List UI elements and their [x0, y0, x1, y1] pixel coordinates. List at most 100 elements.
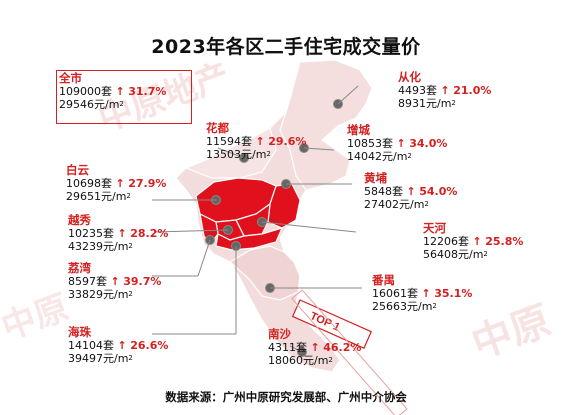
district-change: 35.1% [434, 287, 473, 300]
up-arrow-icon: ↑ [396, 137, 406, 150]
sets-unit: 套 [101, 177, 112, 190]
price-unit: 元/m [103, 352, 129, 365]
price-unit-sup: 2 [128, 354, 133, 362]
district-change: 46.2% [323, 341, 362, 354]
district-change: 34.0% [409, 137, 448, 150]
sets-unit: 套 [241, 135, 252, 148]
district-volume: 4493 [398, 84, 426, 97]
price-unit-sup: 2 [407, 152, 412, 160]
district-change: 31.7% [128, 85, 167, 98]
sets-unit: 套 [382, 137, 393, 150]
sets-unit: 套 [296, 341, 307, 354]
price-unit: 元/m [426, 97, 452, 110]
district-change: 54.0% [419, 185, 458, 198]
price-unit-sup: 2 [424, 200, 429, 208]
district-name: 天河 [423, 221, 446, 235]
sets-unit: 套 [101, 85, 112, 98]
district-name: 增城 [347, 123, 370, 137]
district-volume: 14104 [68, 339, 103, 352]
district-name: 白云 [66, 163, 89, 177]
sets-unit: 套 [103, 339, 114, 352]
up-arrow-icon: ↑ [472, 235, 482, 248]
price-unit: 元/m [101, 190, 127, 203]
up-arrow-icon: ↑ [115, 85, 125, 98]
district-name: 越秀 [68, 213, 91, 227]
district-volume: 10853 [347, 137, 382, 150]
price-unit-sup: 2 [328, 356, 333, 364]
district-volume: 5848 [364, 185, 392, 198]
up-arrow-icon: ↑ [110, 275, 120, 288]
price-unit: 元/m [303, 354, 329, 367]
district-name: 荔湾 [68, 261, 91, 275]
district-name: 南沙 [268, 327, 291, 341]
up-arrow-icon: ↑ [117, 227, 127, 240]
up-arrow-icon: ↑ [115, 177, 125, 190]
up-arrow-icon: ↑ [117, 339, 127, 352]
district-label-zengcheng: 增城 10853套 ↑ 34.0% 14042元/m2 [347, 123, 448, 164]
price-unit: 元/m [407, 300, 433, 313]
district-price: 25663 [372, 300, 407, 313]
district-volume: 10235 [68, 227, 103, 240]
price-unit-sup: 2 [432, 302, 437, 310]
sets-unit: 套 [426, 84, 437, 97]
price-unit-sup: 2 [126, 192, 131, 200]
district-change: 26.6% [130, 339, 169, 352]
district-volume: 4311 [268, 341, 296, 354]
district-label-panyu: 番禺 16061套 ↑ 35.1% 25663元/m2 [372, 273, 473, 314]
district-label-total: 全市 109000套 ↑ 31.7% 29546元/m2 [59, 71, 167, 112]
price-unit-sup: 2 [451, 99, 456, 107]
district-price: 33829 [68, 288, 103, 301]
district-volume: 12206 [423, 235, 458, 248]
sets-unit: 套 [458, 235, 469, 248]
price-unit: 元/m [399, 198, 425, 211]
map-region-panyu [228, 245, 301, 301]
district-price: 8931 [398, 97, 426, 110]
district-price: 43239 [68, 240, 103, 253]
district-label-huangpu: 黄埔 5848套 ↑ 54.0% 27402元/m2 [364, 171, 458, 212]
district-volume: 109000 [59, 85, 101, 98]
price-unit: 元/m [94, 98, 120, 111]
price-unit: 元/m [382, 150, 408, 163]
price-unit-sup: 2 [483, 250, 488, 258]
district-name: 黄埔 [364, 171, 387, 185]
up-arrow-icon: ↑ [421, 287, 431, 300]
price-unit-sup: 2 [119, 100, 124, 108]
district-price: 27402 [364, 198, 399, 211]
district-label-conghua: 从化 4493套 ↑ 21.0% 8931元/m2 [398, 70, 492, 111]
district-volume: 11594 [206, 135, 241, 148]
district-volume: 10698 [66, 177, 101, 190]
district-label-liwan: 荔湾 8597套 ↑ 39.7% 33829元/m2 [68, 261, 162, 302]
district-label-tianhe: 天河 12206套 ↑ 25.8% 56408元/m2 [423, 221, 524, 262]
district-price: 18060 [268, 354, 303, 367]
district-change: 28.2% [130, 227, 169, 240]
district-name: 番禺 [372, 273, 395, 287]
page-title: 2023年各区二手住宅成交量价 [151, 36, 421, 58]
map-region-zengcheng [279, 59, 373, 191]
sets-unit: 套 [407, 287, 418, 300]
price-unit: 元/m [103, 240, 129, 253]
district-name: 全市 [59, 71, 82, 85]
district-change: 21.0% [453, 84, 492, 97]
district-change: 39.7% [123, 275, 162, 288]
district-price: 39497 [68, 352, 103, 365]
district-label-baiyun: 白云 10698套 ↑ 27.9% 29651元/m2 [66, 163, 167, 204]
district-price: 56408 [423, 248, 458, 261]
sets-unit: 套 [392, 185, 403, 198]
sets-unit: 套 [96, 275, 107, 288]
district-volume: 8597 [68, 275, 96, 288]
district-volume: 16061 [372, 287, 407, 300]
up-arrow-icon: ↑ [310, 341, 320, 354]
district-change: 27.9% [128, 177, 167, 190]
price-unit: 元/m [458, 248, 484, 261]
district-price: 13503 [206, 148, 241, 161]
district-price: 29651 [66, 190, 101, 203]
district-label-haizhu: 海珠 14104套 ↑ 26.6% 39497元/m2 [68, 326, 169, 366]
district-change: 25.8% [485, 235, 524, 248]
district-name: 花都 [206, 121, 229, 135]
sets-unit: 套 [103, 227, 114, 240]
district-price: 29546 [59, 98, 94, 111]
price-unit: 元/m [103, 288, 129, 301]
district-price: 14042 [347, 150, 382, 163]
district-name: 从化 [398, 70, 421, 84]
